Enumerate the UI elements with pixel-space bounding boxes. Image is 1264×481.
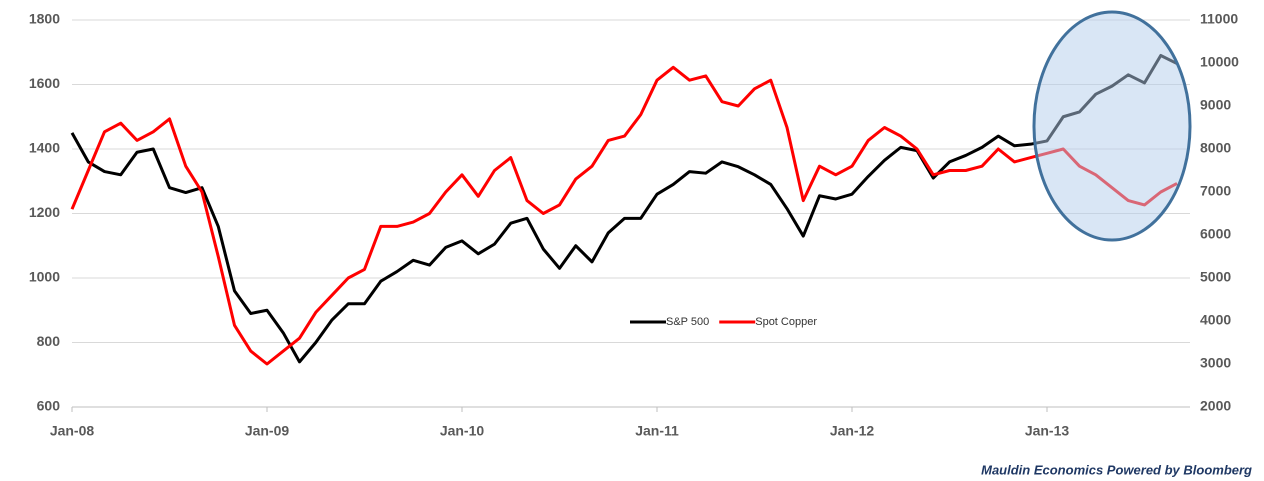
- y2-tick-label: 6000: [1200, 226, 1231, 242]
- y2-tick-label: 4000: [1200, 312, 1231, 328]
- y-tick-label: 1200: [29, 204, 60, 220]
- x-tick-label: Jan-11: [635, 423, 679, 439]
- y2-tick-label: 7000: [1200, 183, 1231, 199]
- legend-label: Spot Copper: [755, 316, 817, 328]
- x-tick-label: Jan-13: [1025, 423, 1070, 439]
- y-tick-label: 600: [37, 398, 61, 414]
- highlight-ellipse: [1032, 10, 1192, 242]
- y-tick-label: 1400: [29, 140, 60, 156]
- y-tick-label: 1000: [29, 269, 60, 285]
- x-tick-label: Jan-10: [440, 423, 485, 439]
- legend-label: S&P 500: [666, 316, 709, 328]
- source-note: Mauldin Economics Powered by Bloomberg: [981, 462, 1252, 477]
- y-tick-label: 1800: [29, 11, 60, 27]
- x-tick-label: Jan-08: [50, 423, 95, 439]
- y2-tick-label: 11000: [1200, 11, 1238, 27]
- y2-tick-label: 10000: [1200, 54, 1239, 70]
- y2-tick-label: 5000: [1200, 269, 1231, 285]
- series-line: [70, 65, 1178, 366]
- x-tick-label: Jan-09: [245, 423, 290, 439]
- y-tick-label: 1600: [29, 75, 60, 91]
- y2-tick-label: 8000: [1200, 140, 1231, 156]
- x-tick-label: Jan-12: [830, 423, 875, 439]
- y2-tick-label: 9000: [1200, 97, 1231, 113]
- y-tick-label: 800: [37, 333, 61, 349]
- series-line: [70, 53, 1178, 364]
- y2-tick-label: 2000: [1200, 398, 1231, 414]
- y2-tick-label: 3000: [1200, 355, 1231, 371]
